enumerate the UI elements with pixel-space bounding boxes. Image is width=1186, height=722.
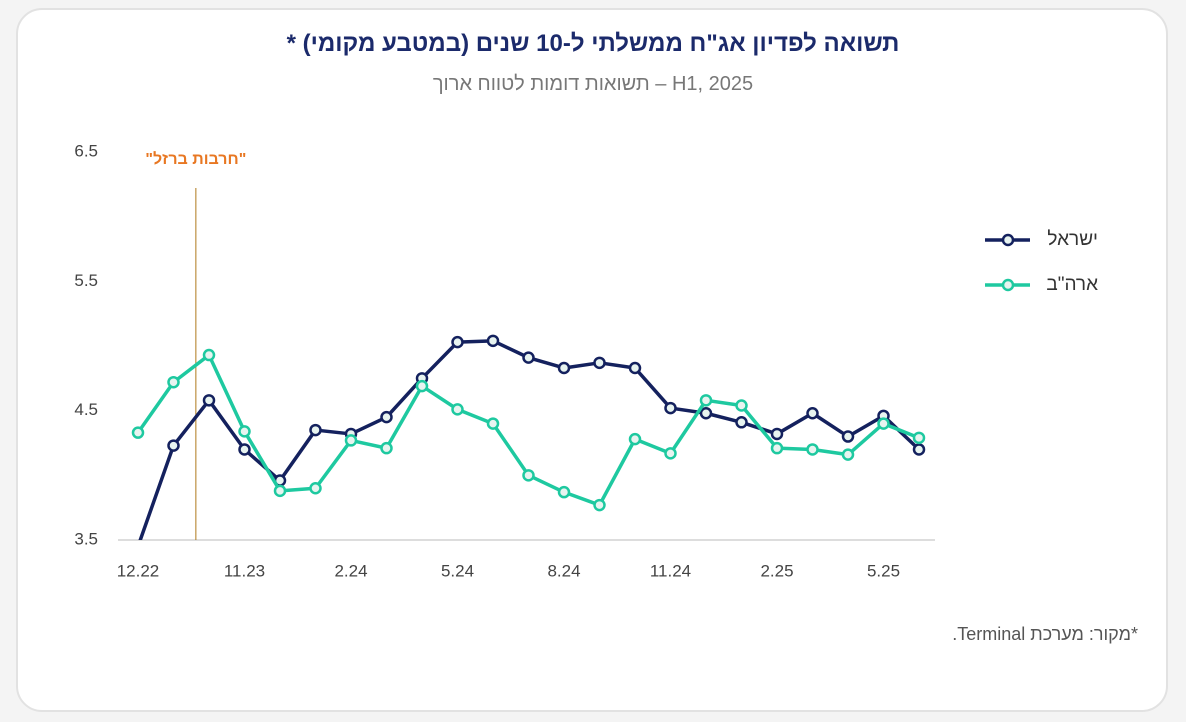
point [557,485,571,499]
point [806,407,819,420]
x-tick-label: 8.24 [547,561,580,580]
point [380,410,393,424]
series-line [138,339,921,540]
point [486,334,500,348]
point [912,431,926,445]
point [806,443,819,456]
point [664,447,677,460]
legend-label: ארה"ב [1046,274,1098,295]
y-tick-label: 3.5 [74,529,98,548]
point [770,441,784,455]
point [664,401,677,415]
point [593,498,606,512]
point [380,441,393,455]
point [202,348,216,362]
point [735,416,748,429]
annotation: "חרבות ברזל" [145,150,246,168]
point [557,361,571,375]
point [133,541,143,551]
legend-marker [1001,278,1015,292]
point [522,469,535,482]
x-tick-label: 2.25 [760,561,793,580]
point [841,430,855,443]
y-tick-label: 6.5 [74,141,98,160]
point [699,394,713,407]
point [167,439,180,452]
point [451,335,464,349]
point [238,425,251,438]
point [415,379,429,393]
point [699,407,713,420]
x-tick-label: 5.25 [867,561,900,580]
legend-label: ישראל [1047,229,1098,250]
point [344,434,358,447]
point [167,375,180,389]
x-tick-label: 2.24 [334,561,367,580]
point [628,432,642,446]
point [309,423,322,437]
point [628,361,642,375]
x-tick-label: 12.22 [117,561,160,580]
point [877,417,890,430]
point [522,351,535,364]
point [735,399,748,412]
point [770,427,784,441]
point [451,403,464,416]
x-tick-label: 11.24 [650,561,691,580]
point [593,356,606,370]
point [486,417,500,430]
plot-area [131,334,926,551]
point [131,426,145,439]
point [273,484,287,498]
point [238,443,251,456]
y-tick-label: 5.5 [74,271,98,290]
x-tick-label: 11.23 [224,561,265,580]
series-line [136,353,920,507]
x-tick-label: 5.24 [441,561,474,580]
source-note: *מקור: מערכת Terminal. [952,624,1138,644]
chart-subtitle: H1, 2025 – תשואות דומות לטווח ארוך [432,73,754,95]
point [912,443,926,456]
point [309,482,322,495]
chart-title: תשואה לפדיון אג"ח ממשלתי ל-10 שנים (במטב… [286,30,900,57]
y-tick-label: 4.5 [74,400,98,419]
point [841,448,855,461]
legend-marker [1001,233,1015,247]
point [202,394,216,407]
